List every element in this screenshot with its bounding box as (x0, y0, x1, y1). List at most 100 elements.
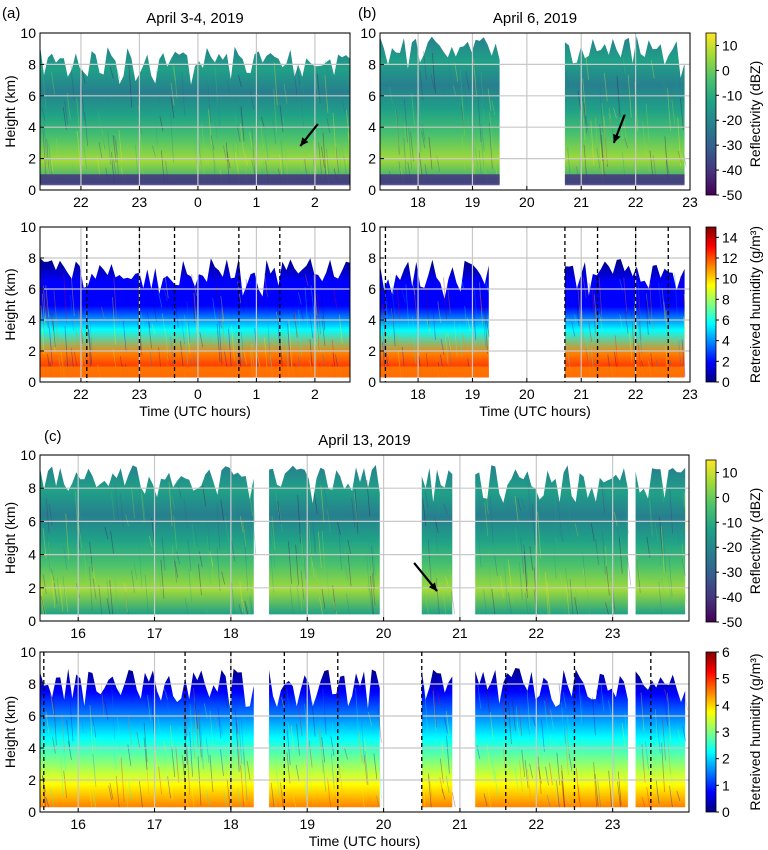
colorbar-tick-label: 0 (722, 374, 730, 390)
texture-streak (423, 51, 427, 81)
texture-streak (529, 763, 533, 779)
y-tick-label: 4 (28, 547, 36, 563)
texture-streak (277, 500, 281, 524)
texture-streak (553, 492, 558, 534)
texture-streak (287, 721, 292, 737)
texture-streak (272, 119, 277, 145)
texture-streak (249, 490, 253, 516)
texture-streak (600, 683, 605, 711)
texture-streak (327, 735, 332, 748)
texture-streak (184, 597, 189, 615)
colorbar-tick-label: 6 (722, 644, 730, 660)
texture-streak (118, 130, 123, 163)
texture-streak (109, 782, 114, 800)
texture-streak (181, 71, 186, 116)
texture-streak (489, 711, 494, 740)
texture-streak (141, 495, 146, 521)
texture-streak (163, 740, 168, 754)
texture-streak (217, 706, 222, 739)
texture-streak (300, 91, 305, 129)
texture-streak (545, 695, 550, 716)
texture-streak (523, 544, 528, 592)
texture-streak (684, 779, 688, 808)
texture-streak (84, 112, 89, 147)
texture-streak (680, 97, 684, 131)
texture-streak (75, 131, 80, 143)
y-tick-label: 0 (28, 613, 36, 629)
texture-streak (40, 778, 45, 808)
texture-streak (45, 292, 49, 329)
texture-streak (46, 125, 51, 169)
texture-streak (48, 503, 53, 527)
texture-streak (170, 82, 175, 106)
texture-streak (271, 537, 276, 568)
texture-streak (294, 312, 299, 336)
x-tick-label: 0 (194, 386, 202, 402)
texture-streak (580, 695, 585, 726)
texture-streak (434, 519, 439, 533)
x-tick-label: 16 (70, 816, 86, 832)
texture-streak (194, 714, 199, 748)
texture-streak (226, 151, 231, 169)
texture-streak (671, 99, 676, 125)
texture-streak (448, 568, 453, 587)
plot-frame (39, 32, 351, 191)
texture-streak (472, 295, 477, 340)
texture-streak (519, 778, 524, 792)
texture-streak (298, 569, 303, 611)
texture-streak (567, 716, 571, 749)
texture-streak (237, 787, 241, 807)
texture-streak (159, 116, 164, 132)
y-tick-label: 8 (28, 56, 36, 72)
texture-streak (574, 523, 579, 537)
texture-streak (517, 497, 521, 511)
texture-streak (532, 715, 536, 727)
texture-streak (410, 131, 414, 162)
texture-streak (395, 109, 400, 155)
texture-streak (435, 578, 440, 615)
texture-streak (625, 518, 630, 534)
texture-streak (545, 766, 549, 786)
texture-streak (612, 752, 617, 782)
texture-streak (310, 556, 315, 578)
texture-streak (131, 570, 135, 593)
texture-streak (220, 295, 225, 322)
texture-streak (658, 581, 663, 615)
colorbar-c-top: -50 -40 -30 -20 -10 0 10 Reflectivity (dBZ) (705, 459, 763, 630)
texture-streak (298, 706, 303, 737)
texture-streak (662, 81, 667, 92)
texture-streak (226, 779, 231, 808)
texture-streak (418, 152, 423, 177)
texture-streak (300, 533, 305, 563)
texture-streak (378, 750, 382, 800)
y-tick-label: 2 (368, 343, 376, 359)
texture-streak (89, 541, 94, 572)
texture-streak (599, 314, 603, 331)
x-tick-label: 23 (132, 386, 148, 402)
texture-streak (373, 753, 378, 781)
low-layer-band (564, 366, 685, 378)
texture-streak (155, 275, 160, 290)
texture-streak (158, 292, 163, 308)
texture-streak (177, 485, 182, 498)
texture-streak (92, 578, 97, 600)
texture-streak (641, 796, 646, 808)
texture-streak (396, 286, 401, 321)
texture-streak (206, 790, 210, 808)
texture-streak (42, 574, 47, 595)
texture-streak (491, 759, 496, 781)
texture-streak (544, 572, 549, 615)
texture-streak (389, 273, 394, 295)
y-tick-label: 0 (28, 374, 36, 390)
texture-streak (637, 280, 642, 322)
texture-streak (668, 577, 672, 606)
texture-streak (491, 100, 496, 115)
texture-streak (161, 313, 166, 336)
texture-streak (251, 159, 256, 175)
texture-streak (631, 316, 636, 353)
texture-streak (361, 722, 365, 762)
texture-streak (240, 297, 245, 312)
texture-streak (322, 688, 327, 735)
texture-streak (164, 290, 168, 302)
texture-streak (93, 725, 98, 765)
